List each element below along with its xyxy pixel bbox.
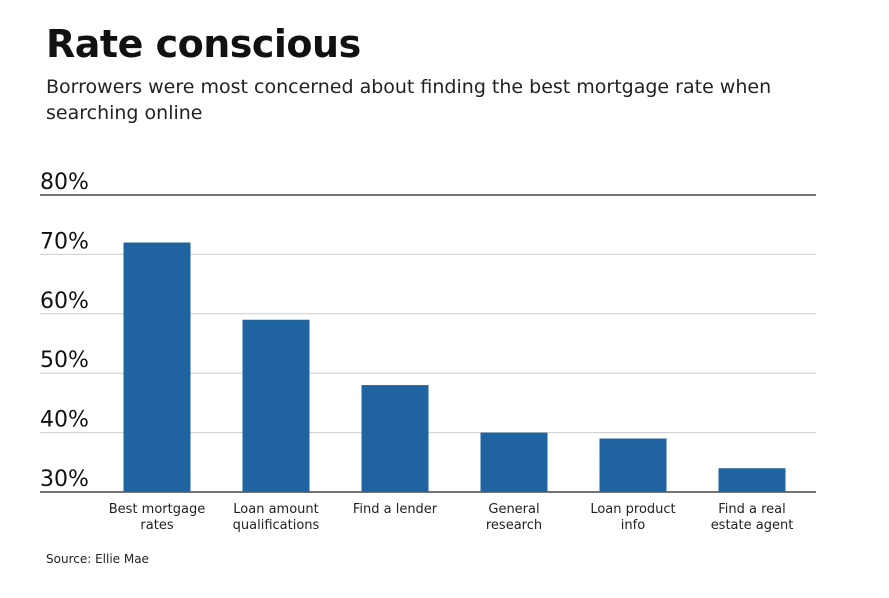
x-tick-label: info <box>621 518 645 533</box>
bar <box>361 385 429 492</box>
bar <box>480 432 548 492</box>
y-tick-label: 60% <box>40 289 89 314</box>
chart-title: Rate conscious <box>46 22 361 66</box>
bar <box>242 319 310 492</box>
x-tick-label: qualifications <box>233 518 320 533</box>
bar <box>123 242 191 492</box>
chart-subtitle: Borrowers were most concerned about find… <box>46 76 772 124</box>
source-note: Source: Ellie Mae <box>46 552 149 566</box>
y-tick-label: 30% <box>40 467 89 492</box>
x-tick-label: Find a real <box>718 502 786 517</box>
bar <box>599 438 667 492</box>
y-tick-label: 50% <box>40 348 89 373</box>
x-tick-label: Loan product <box>590 502 675 517</box>
x-tick-label: Best mortgage <box>109 502 205 517</box>
y-tick-label: 40% <box>40 408 89 433</box>
x-tick-label: Find a lender <box>353 502 438 517</box>
x-tick-label: research <box>486 518 542 533</box>
x-tick-label: rates <box>140 518 173 533</box>
x-tick-label: General <box>488 502 539 517</box>
y-tick-label: 80% <box>40 170 89 195</box>
bar <box>718 468 786 492</box>
x-tick-label: estate agent <box>711 518 794 533</box>
y-tick-label: 70% <box>40 229 89 254</box>
x-tick-label: Loan amount <box>233 502 318 517</box>
